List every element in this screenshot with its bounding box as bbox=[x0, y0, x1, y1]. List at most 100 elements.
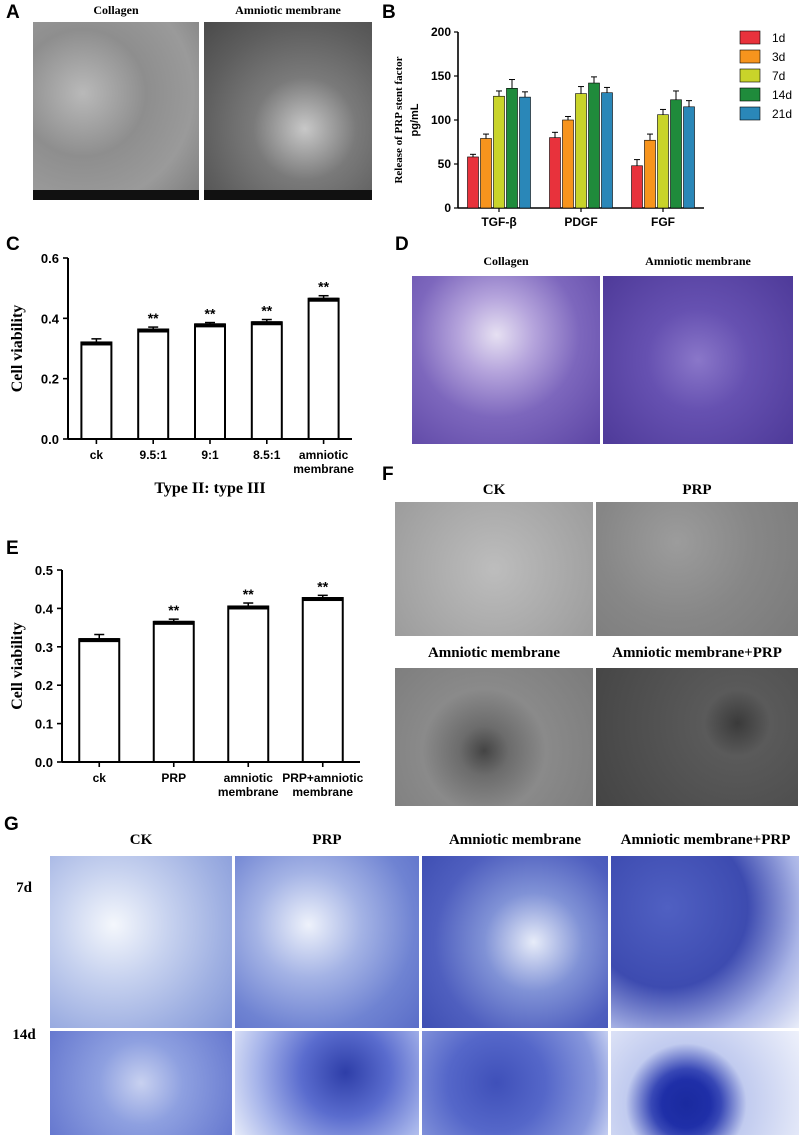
chart-b-bar bbox=[575, 93, 587, 209]
chart-b-bar bbox=[480, 138, 492, 209]
chart-e-y-tick-label: 0.2 bbox=[35, 678, 53, 693]
micrograph-ck bbox=[395, 502, 593, 636]
panel-g-row-7d: 7d bbox=[16, 880, 32, 896]
stain-14d-prp bbox=[235, 1031, 419, 1135]
chart-c-bar bbox=[194, 323, 226, 440]
chart-b-bar bbox=[588, 82, 600, 209]
chart-b-bar bbox=[562, 119, 574, 209]
chart-b-y-tick-label: 150 bbox=[431, 69, 451, 83]
chart-b-bar bbox=[657, 114, 669, 209]
chart-c-bar-top bbox=[138, 328, 169, 333]
chart-c-bar bbox=[137, 328, 170, 440]
chart-c-bar-top bbox=[81, 341, 112, 346]
chart-e-bar bbox=[152, 620, 195, 763]
chart-b-y-tick-label: 200 bbox=[431, 25, 451, 39]
micrograph-amniotic-membrane bbox=[395, 668, 593, 806]
chart-b-bar bbox=[493, 95, 505, 209]
chart-c-x-tick-label: 8.5:1 bbox=[253, 448, 281, 462]
panel-g-row-14d: 14d bbox=[12, 1027, 36, 1043]
stain-image-amniotic-membrane bbox=[603, 276, 793, 444]
stain-7d-amniotic bbox=[422, 856, 608, 1028]
chart-b-legend-label: 21d bbox=[772, 107, 792, 121]
chart-b-bar bbox=[506, 88, 518, 209]
chart-e-bar-top bbox=[228, 605, 269, 610]
panel-letter-g: G bbox=[4, 814, 19, 835]
chart-b-bar bbox=[519, 96, 531, 209]
chart-b-legend-swatch bbox=[739, 87, 761, 102]
chart-e-y-tick-label: 0.5 bbox=[35, 563, 53, 578]
micrograph-prp bbox=[596, 502, 798, 636]
chart-e-x-tick-label: ck bbox=[93, 771, 107, 785]
chart-b-legend-label: 7d bbox=[772, 69, 785, 83]
chart-e-bar bbox=[78, 638, 121, 763]
chart-c-significance: ** bbox=[261, 303, 272, 319]
sem-image-collagen bbox=[33, 22, 199, 200]
chart-c-y-tick-label: 0.4 bbox=[41, 311, 60, 326]
sem-image-amniotic-membrane bbox=[204, 22, 372, 200]
chart-e-x-tick-label: amniotic membrane bbox=[218, 771, 279, 799]
chart-e-y-tick-label: 0.3 bbox=[35, 640, 53, 655]
stain-14d-amniotic bbox=[422, 1031, 608, 1135]
chart-e-y-tick-label: 0.1 bbox=[35, 717, 53, 732]
chart-b-x-tick-label: FGF bbox=[651, 215, 675, 229]
chart-b-bar bbox=[631, 165, 643, 209]
chart-c-bar bbox=[250, 321, 283, 440]
chart-c-y-tick-label: 0.0 bbox=[41, 432, 59, 447]
chart-e-bar bbox=[227, 605, 270, 764]
chart-b-bar bbox=[644, 139, 656, 209]
chart-b-y-label-line2: pg/mL bbox=[409, 103, 421, 136]
chart-e-significance: ** bbox=[317, 578, 328, 594]
chart-c-significance: ** bbox=[318, 279, 329, 295]
chart-b-x-tick-label: PDGF bbox=[564, 215, 597, 229]
chart-b-y-tick-label: 0 bbox=[444, 201, 451, 215]
panel-f-label-prp: PRP bbox=[682, 482, 712, 498]
panel-g-col-amniotic: Amniotic membrane bbox=[448, 832, 582, 848]
chart-c-y-label: Cell viability bbox=[9, 305, 26, 393]
chart-b-legend-swatch bbox=[739, 49, 761, 64]
chart-c-bar-top bbox=[251, 321, 282, 326]
chart-c-x-tick-label: 9:1 bbox=[201, 448, 219, 462]
chart-c-bar-top bbox=[195, 323, 225, 328]
chart-b-bar bbox=[670, 99, 682, 209]
chart-c-bar bbox=[80, 341, 113, 440]
chart-c-significance: ** bbox=[148, 310, 159, 326]
panel-g-col-amniotic-prp: Amniotic membrane+PRP bbox=[620, 832, 791, 848]
stain-7d-amniotic-prp bbox=[611, 856, 799, 1028]
panel-a-label-collagen: Collagen bbox=[93, 3, 139, 17]
chart-c-y-tick-label: 0.6 bbox=[41, 251, 59, 266]
chart-c-x-tick-label: amniotic membrane bbox=[293, 448, 354, 476]
panel-letter-a: A bbox=[6, 2, 20, 23]
panel-letter-e: E bbox=[6, 538, 19, 559]
chart-c-bar-top bbox=[308, 297, 339, 302]
chart-b-bar bbox=[467, 156, 479, 209]
micrograph-amniotic-membrane-prp bbox=[596, 668, 798, 806]
panel-d-label-amniotic: Amniotic membrane bbox=[645, 254, 751, 268]
chart-b-legend-label: 1d bbox=[772, 31, 785, 45]
stain-7d-prp bbox=[235, 856, 419, 1028]
chart-b-y-tick-label: 50 bbox=[438, 157, 452, 171]
chart-b-legend-swatch bbox=[739, 30, 761, 45]
chart-b-bar bbox=[549, 137, 561, 209]
chart-c-x-tick-label: 9.5:1 bbox=[140, 448, 168, 462]
chart-c-significance: ** bbox=[205, 306, 216, 322]
chart-b-bar bbox=[601, 92, 613, 209]
panel-g-col-prp: PRP bbox=[312, 832, 342, 848]
chart-b-legend-swatch bbox=[739, 68, 761, 83]
panel-letter-f: F bbox=[382, 464, 394, 485]
chart-e-bar-top bbox=[79, 638, 120, 643]
chart-b-y-label-line1: Release of PRP stent factor bbox=[393, 56, 405, 183]
panel-f-label-ck: CK bbox=[482, 482, 506, 498]
chart-e-significance: ** bbox=[168, 602, 179, 618]
chart-e-x-tick-label: PRP+amniotic membrane bbox=[282, 771, 363, 799]
chart-e-y-label: Cell viability bbox=[9, 622, 26, 710]
panel-f-label-amniotic: Amniotic membrane bbox=[427, 645, 561, 661]
chart-b-x-tick-label: TGF-β bbox=[481, 215, 516, 229]
chart-c-x-tick-label: ck bbox=[90, 448, 104, 462]
chart-b-release-factor: 0 50 100 150 200 TGF-β PDGF FGF Release of PRP s… bbox=[393, 25, 792, 229]
chart-b-bar bbox=[683, 106, 695, 209]
panel-letter-d: D bbox=[395, 234, 409, 255]
panel-letter-c: C bbox=[6, 234, 20, 255]
chart-c-cell-viability-ratio: 0.0 0.2 0.4 0.6 ck ** 9.5:1 ** 9:1 ** 8.5:1 ** amnio… bbox=[9, 251, 354, 497]
chart-e-significance: ** bbox=[243, 586, 254, 602]
chart-e-bar-top bbox=[153, 620, 194, 625]
